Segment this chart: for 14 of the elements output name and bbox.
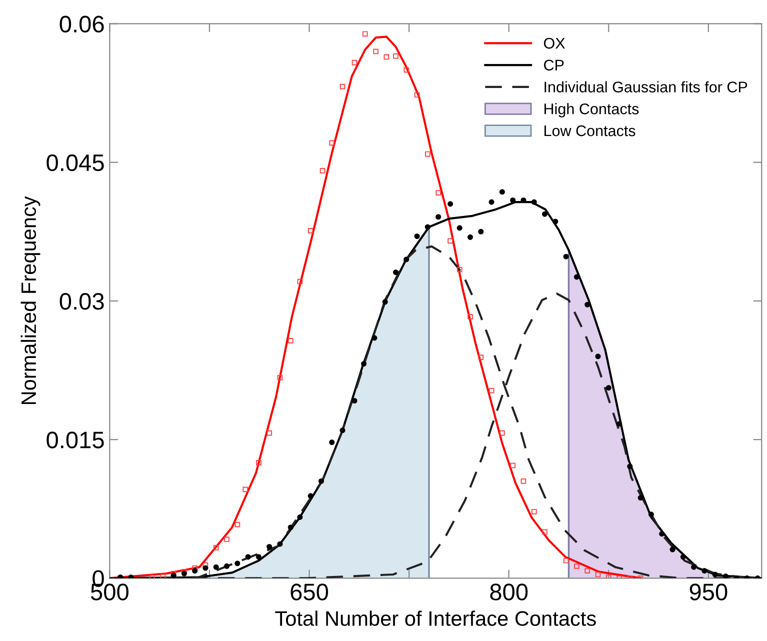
legend-label: OX <box>544 38 565 49</box>
legend-label: Individual Gaussian fits for CP <box>544 81 748 92</box>
y-axis-title: Normalized Frequency <box>20 196 40 404</box>
x-tick-label: 950 <box>690 584 728 600</box>
x-tick-label: 800 <box>490 584 528 600</box>
y-tick-label: 0.03 <box>60 293 104 310</box>
legend-label: Low Contacts <box>544 125 636 136</box>
y-tick-label: 0.015 <box>46 432 104 448</box>
y-tick-label: 0.045 <box>46 154 104 172</box>
legend-label: High Contacts <box>544 103 639 118</box>
y-tick-label: 0.06 <box>60 16 104 33</box>
legend-label: CP <box>544 60 564 71</box>
x-tick-label: 650 <box>290 584 328 600</box>
x-axis-title: Total Number of Interface Contacts <box>275 610 596 626</box>
